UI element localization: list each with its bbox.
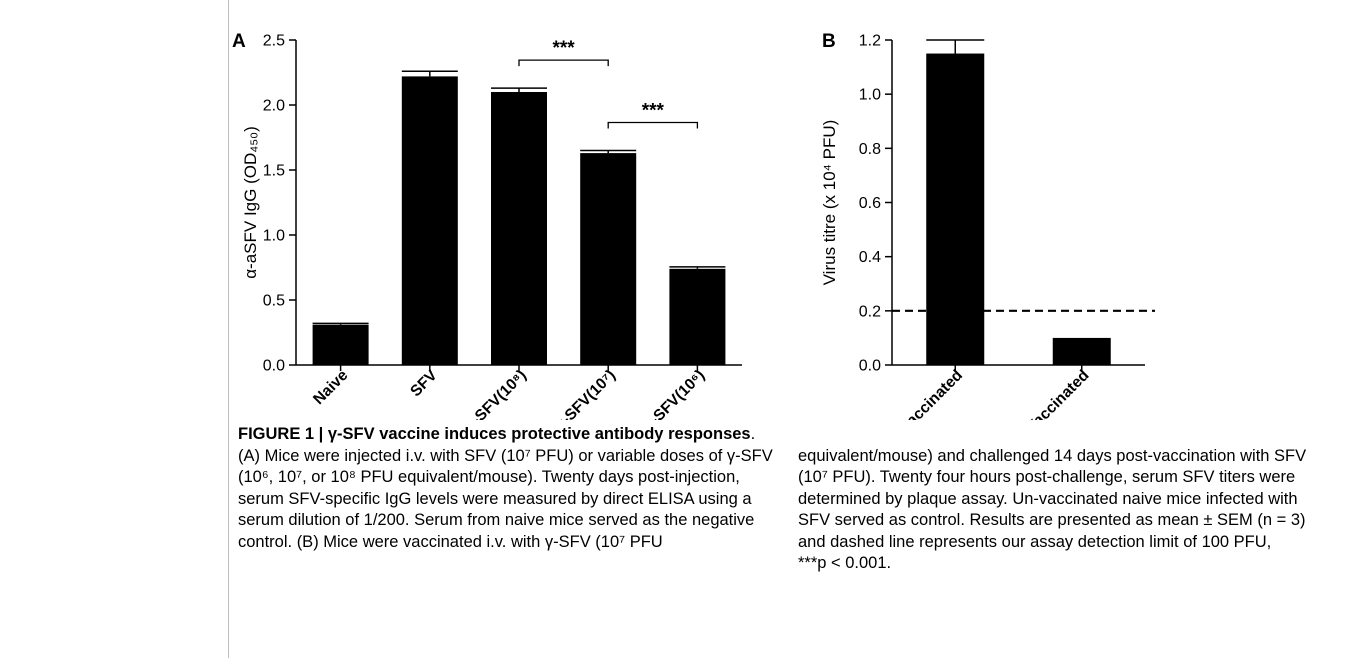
caption-line: (A) Mice were injected i.v. with SFV (10… bbox=[238, 446, 773, 465]
caption-line: SFV served as control. Results are prese… bbox=[798, 511, 1306, 529]
bar bbox=[491, 92, 547, 365]
y-tick-label: 1.2 bbox=[859, 33, 881, 50]
caption-line: equivalent/mouse) and challenged 14 days… bbox=[798, 446, 1307, 465]
y-tick-label: 0.5 bbox=[263, 293, 285, 310]
y-tick-label: 0.2 bbox=[859, 303, 881, 320]
caption-line: control. (B) Mice were vaccinated i.v. w… bbox=[238, 532, 663, 551]
bar bbox=[580, 153, 637, 365]
caption-title: FIGURE 1 | γ-SFV vaccine induces protect… bbox=[238, 425, 756, 443]
bar bbox=[1052, 337, 1111, 365]
caption-line: ***p < 0.001. bbox=[798, 554, 892, 572]
caption-line: and dashed line represents our assay det… bbox=[798, 532, 1272, 551]
x-tick-label: γ-SFV(10⁸) bbox=[462, 367, 530, 420]
bar bbox=[669, 268, 726, 365]
caption-left-column: FIGURE 1 | γ-SFV vaccine induces protect… bbox=[238, 424, 778, 553]
x-tick-label: γ-SFV(10⁶) bbox=[641, 367, 709, 420]
y-tick-label: 0.6 bbox=[859, 195, 881, 212]
figure-caption: FIGURE 1 | γ-SFV vaccine induces protect… bbox=[238, 424, 1338, 654]
significance-bracket bbox=[518, 59, 609, 67]
caption-line: serum dilution of 1/200. Serum from naiv… bbox=[238, 511, 755, 529]
y-tick-label: 0.4 bbox=[859, 249, 881, 266]
y-tick-label: 1.0 bbox=[859, 87, 881, 104]
figure-panels: A 0.0 0.5 1.0 1.5 2.0 2.5 α-aSFV IgG (OD₄₅₀) Nai… bbox=[232, 31, 1155, 420]
x-tick-label: SFV bbox=[407, 366, 441, 400]
x-tick-label: Vaccinated bbox=[1023, 367, 1092, 420]
caption-line: (10⁷ PFU). Twenty four hours post-challe… bbox=[798, 468, 1296, 486]
x-tick-label: γ-SFV(10⁷) bbox=[552, 367, 619, 420]
y-tick-label: 2.5 bbox=[263, 33, 285, 50]
caption-line: (10⁶, 10⁷, or 10⁸ PFU equivalent/mouse).… bbox=[238, 468, 740, 486]
x-tick-label: Naive bbox=[310, 367, 352, 409]
y-axis-label: α-aSFV IgG (OD₄₅₀) bbox=[241, 126, 260, 279]
y-tick-label: 0.0 bbox=[859, 358, 881, 375]
y-tick-label: 2.0 bbox=[263, 98, 285, 115]
y-tick-label: 0.8 bbox=[859, 141, 881, 158]
caption-right-column: equivalent/mouse) and challenged 14 days… bbox=[798, 424, 1338, 575]
y-axis-label: Virus titre (x 10⁴ PFU) bbox=[820, 120, 839, 286]
panel-letter: A bbox=[232, 31, 246, 52]
y-tick-label: 1.5 bbox=[263, 163, 285, 180]
bar bbox=[401, 76, 458, 366]
panel-letter: B bbox=[822, 31, 836, 52]
significance-label: *** bbox=[642, 101, 665, 122]
significance-label: *** bbox=[553, 38, 576, 59]
bar bbox=[926, 53, 985, 366]
y-tick-label: 1.0 bbox=[263, 228, 285, 245]
caption-line: determined by plaque assay. Un-vaccinate… bbox=[798, 489, 1298, 508]
figure-frame bbox=[228, 0, 1354, 658]
x-tick-label: Unvaccinated bbox=[883, 367, 966, 420]
bar bbox=[312, 324, 369, 365]
significance-bracket bbox=[607, 121, 699, 129]
y-tick-label: 0.0 bbox=[263, 358, 285, 375]
caption-line: serum SFV-specific IgG levels were measu… bbox=[238, 489, 752, 508]
